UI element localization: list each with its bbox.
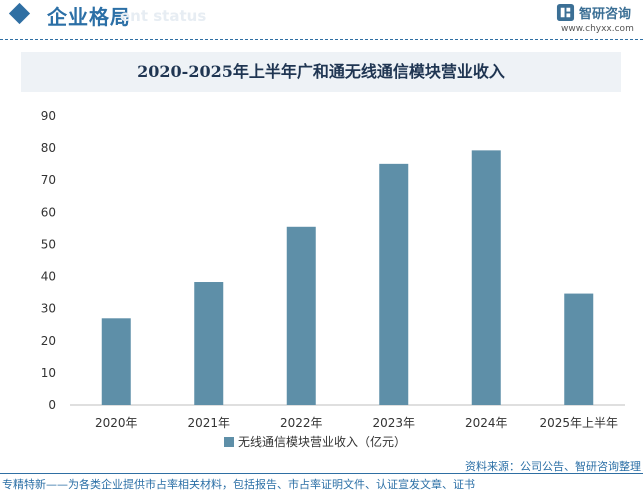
brand-logo: 智研咨询 www.chyxx.com xyxy=(556,2,640,36)
y-tick-label: 0 xyxy=(48,398,56,412)
bar-1 xyxy=(194,282,224,405)
logo-url: www.chyxx.com xyxy=(561,24,634,34)
y-tick-label: 60 xyxy=(41,205,56,219)
x-tick-label: 2024年 xyxy=(465,416,508,430)
y-axis-ticks: 0 10 20 30 40 50 60 70 80 90 xyxy=(41,109,56,412)
y-tick-label: 90 xyxy=(41,109,56,123)
data-source: 资料来源：公司公告、智研咨询整理 xyxy=(465,460,641,473)
x-tick-label: 2021年 xyxy=(187,416,230,430)
y-tick-label: 80 xyxy=(41,141,56,155)
x-tick-label: 2023年 xyxy=(372,416,415,430)
section-title: 企业格局 xyxy=(47,5,131,29)
footer-note: 专精特新——为各类企业提供市占率相关材料，包括报告、市占率证明文件、认证宣发文章… xyxy=(2,478,475,491)
x-tick-label: 2025年上半年 xyxy=(539,416,618,430)
x-tick-label: 2022年 xyxy=(280,416,323,430)
bar-4 xyxy=(471,150,501,405)
chart-title-band: 2020-2025年上半年广和通无线通信模块营业收入 xyxy=(21,52,621,92)
header-divider xyxy=(0,39,643,41)
y-tick-label: 30 xyxy=(41,302,56,316)
legend-swatch xyxy=(224,437,234,447)
bar-5 xyxy=(564,293,594,405)
legend-label: 无线通信模块营业收入（亿元） xyxy=(238,435,407,449)
section-subtitle: ent status xyxy=(120,7,207,25)
chart-title: 2020-2025年上半年广和通无线通信模块营业收入 xyxy=(137,62,505,81)
y-tick-label: 10 xyxy=(41,366,56,380)
bar-3 xyxy=(379,163,409,405)
y-tick-label: 70 xyxy=(41,173,56,187)
x-tick-label: 2020年 xyxy=(95,416,138,430)
footer-divider xyxy=(0,473,643,474)
x-axis-ticks: 2020年 2021年 2022年 2023年 2024年 2025年上半年 xyxy=(95,416,618,430)
bar-2 xyxy=(286,226,316,405)
logo-mark-icon xyxy=(556,3,575,22)
bar-0 xyxy=(101,318,131,405)
y-tick-label: 20 xyxy=(41,334,56,348)
y-tick-label: 50 xyxy=(41,237,56,251)
logo-name: 智研咨询 xyxy=(579,7,632,22)
section-header: 企业格局 ent status 智研咨询 www.chyxx.com xyxy=(0,0,643,40)
y-tick-label: 40 xyxy=(41,270,56,284)
bars xyxy=(101,150,594,405)
